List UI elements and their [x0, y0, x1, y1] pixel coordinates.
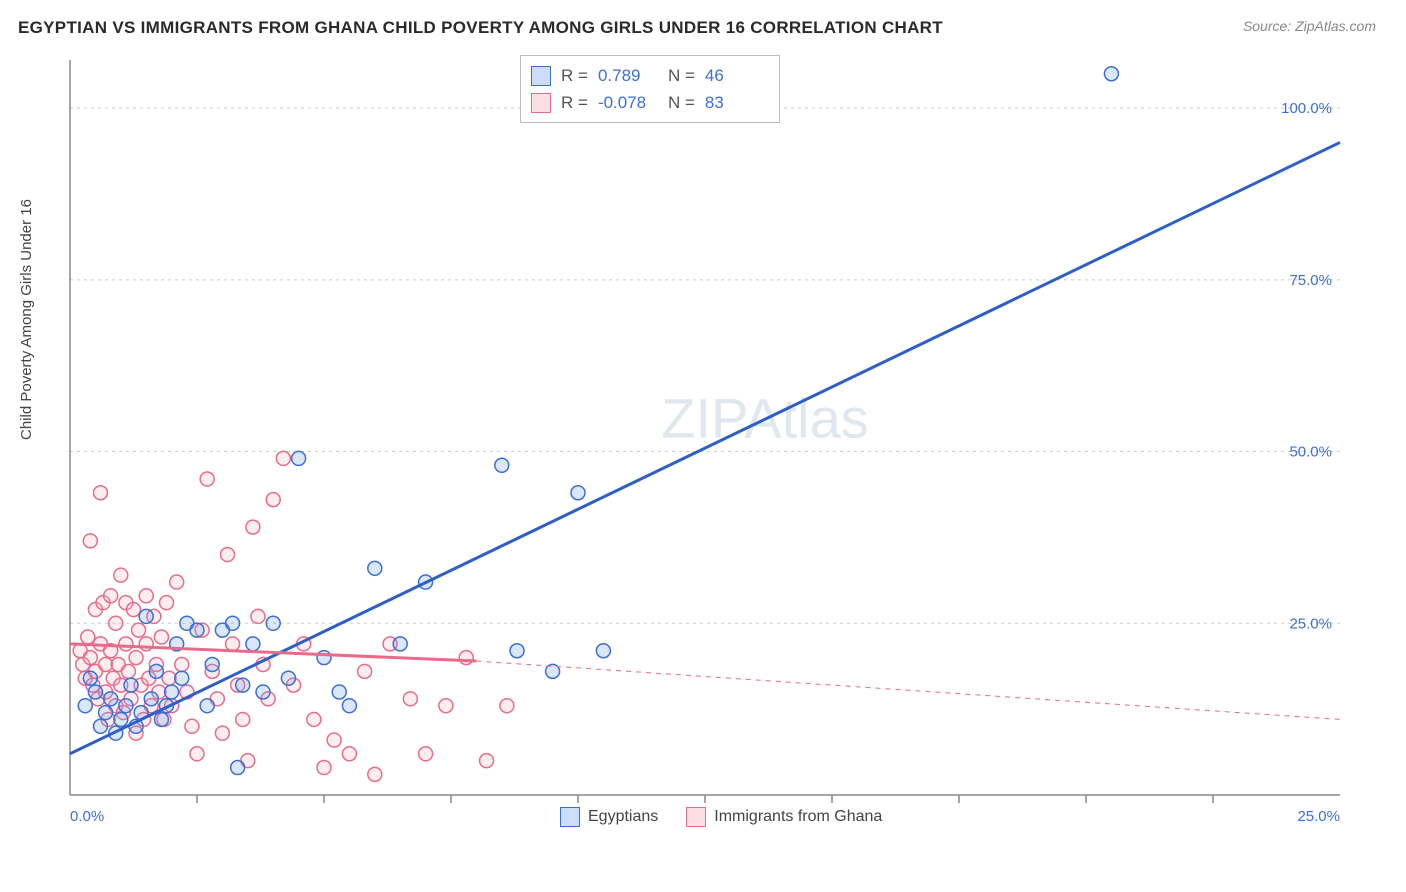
legend-label-blue: Egyptians: [588, 808, 658, 826]
svg-text:25.0%: 25.0%: [1297, 808, 1340, 825]
swatch-pink-icon: [531, 93, 551, 113]
svg-text:25.0%: 25.0%: [1289, 615, 1332, 632]
legend-item-pink: Immigrants from Ghana: [686, 807, 882, 827]
n-value-blue: 46: [705, 62, 765, 89]
correlation-legend: R = 0.789 N = 46 R = -0.078 N = 83: [520, 55, 780, 123]
r-value-blue: 0.789: [598, 62, 658, 89]
chart-title: EGYPTIAN VS IMMIGRANTS FROM GHANA CHILD …: [18, 18, 943, 38]
n-label: N =: [668, 62, 695, 89]
n-label: N =: [668, 89, 695, 116]
svg-text:0.0%: 0.0%: [70, 808, 104, 825]
source-attribution: Source: ZipAtlas.com: [1243, 18, 1376, 34]
chart-header: EGYPTIAN VS IMMIGRANTS FROM GHANA CHILD …: [0, 0, 1406, 46]
swatch-blue-icon: [560, 807, 580, 827]
chart-area: 25.0%50.0%75.0%100.0%0.0%25.0%ZIPAtlas R…: [60, 55, 1370, 835]
y-axis-label: Child Poverty Among Girls Under 16: [18, 199, 35, 440]
r-label: R =: [561, 89, 588, 116]
r-value-pink: -0.078: [598, 89, 658, 116]
svg-text:75.0%: 75.0%: [1289, 272, 1332, 289]
legend-row-pink: R = -0.078 N = 83: [531, 89, 765, 116]
swatch-pink-icon: [686, 807, 706, 827]
svg-text:100.0%: 100.0%: [1281, 100, 1332, 117]
scatter-chart: 25.0%50.0%75.0%100.0%0.0%25.0%ZIPAtlas: [60, 55, 1370, 835]
legend-label-pink: Immigrants from Ghana: [714, 808, 882, 826]
svg-text:50.0%: 50.0%: [1289, 444, 1332, 461]
r-label: R =: [561, 62, 588, 89]
swatch-blue-icon: [531, 66, 551, 86]
legend-item-blue: Egyptians: [560, 807, 658, 827]
n-value-pink: 83: [705, 89, 765, 116]
legend-row-blue: R = 0.789 N = 46: [531, 62, 765, 89]
series-legend: Egyptians Immigrants from Ghana: [560, 807, 882, 827]
